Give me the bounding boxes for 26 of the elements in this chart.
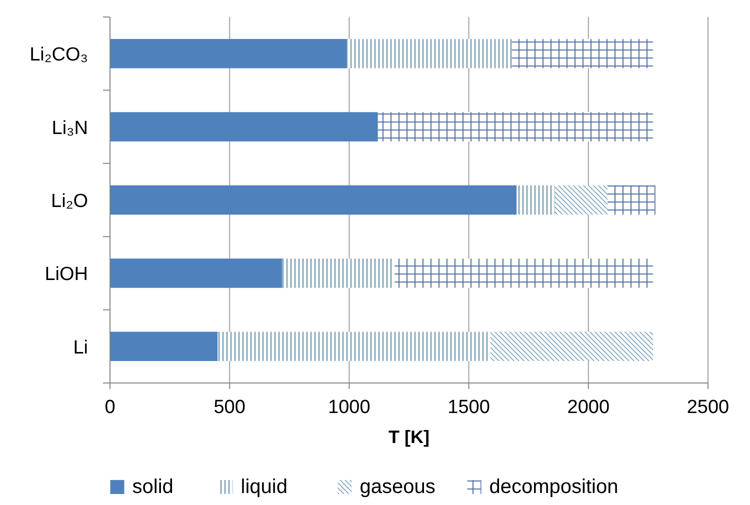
- bar: [110, 185, 517, 215]
- bar: [110, 112, 378, 142]
- bar: [378, 112, 653, 142]
- legend-label: solid: [132, 476, 174, 498]
- bar: [512, 38, 653, 68]
- y-tick-label: Li₂O: [51, 191, 88, 212]
- y-tick-label: Li: [73, 337, 88, 358]
- bar: [110, 332, 218, 362]
- legend-label: decomposition: [489, 476, 618, 498]
- bar: [554, 185, 608, 215]
- x-tick-label: 0: [104, 397, 116, 418]
- x-tick-label: 500: [214, 397, 246, 418]
- legend-label: gaseous: [360, 476, 436, 498]
- y-tick-label: LiOH: [44, 264, 88, 286]
- bar: [608, 185, 656, 215]
- x-tick-label: 2000: [567, 397, 610, 418]
- bar: [490, 332, 653, 362]
- x-tick-label: 1500: [448, 397, 490, 418]
- y-tick-label: Li₂CO₃: [30, 44, 88, 66]
- bar: [110, 258, 282, 288]
- bar: [110, 38, 347, 68]
- x-tick-label: 2500: [686, 397, 730, 418]
- legend-label: liquid: [240, 476, 288, 498]
- y-tick-label: Li₃N: [52, 118, 88, 139]
- x-axis-title: T [K]: [388, 427, 430, 447]
- x-tick-label: 1000: [328, 397, 370, 418]
